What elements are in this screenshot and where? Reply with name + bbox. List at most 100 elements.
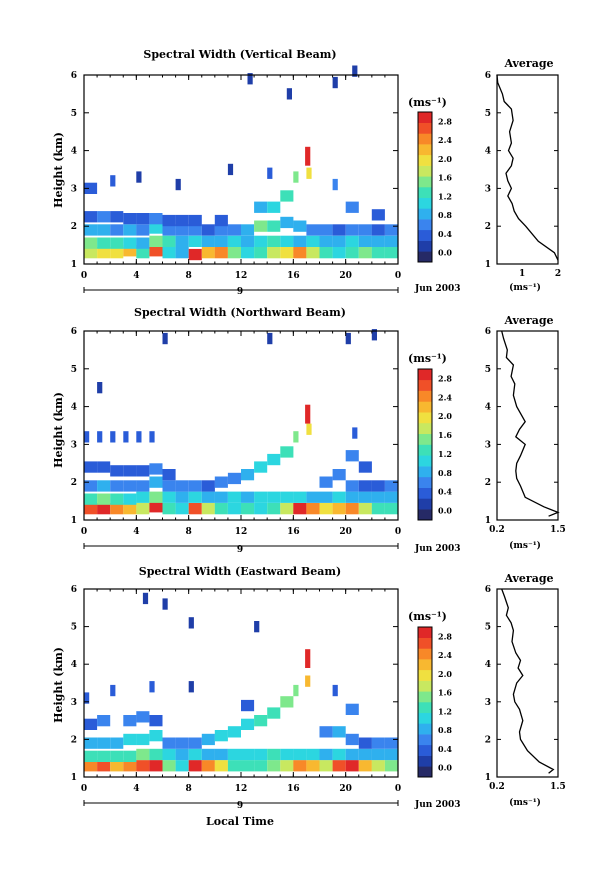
heatmap-cell xyxy=(84,224,98,236)
heatmap-cell xyxy=(293,171,299,183)
heatmap-cell xyxy=(123,431,129,443)
average-y-tick-label: 5 xyxy=(485,109,491,119)
heatmap-cell xyxy=(254,748,268,761)
heatmap-cell xyxy=(332,247,346,259)
heatmap-cell xyxy=(110,175,116,187)
heatmap-cell xyxy=(293,235,307,247)
colorbar-tick-label: 2.8 xyxy=(438,116,452,126)
heatmap-cell xyxy=(371,503,385,515)
colorbar-swatch xyxy=(418,412,432,424)
heatmap-cell xyxy=(293,431,299,443)
heatmap-cell xyxy=(136,733,150,746)
y-tick-label: 4 xyxy=(71,147,77,157)
heatmap-cell xyxy=(162,332,168,345)
heatmap-cell xyxy=(188,248,202,261)
y-tick-label: 1 xyxy=(71,516,77,526)
colorbar-tick-label: 0.4 xyxy=(438,229,452,239)
heatmap-cell xyxy=(371,480,385,492)
colorbar-swatch xyxy=(418,176,432,188)
heatmap-cell xyxy=(123,237,137,249)
heatmap-cell xyxy=(136,480,150,492)
average-y-tick-label: 2 xyxy=(485,735,491,745)
heatmap-cell xyxy=(332,178,338,191)
heatmap-cell xyxy=(241,760,255,772)
heatmap-cell xyxy=(97,431,103,443)
colorbar-tick-label: 2.4 xyxy=(438,650,452,660)
colorbar-swatch xyxy=(418,744,432,756)
heatmap-cell xyxy=(162,224,176,236)
heatmap-cell xyxy=(254,461,268,473)
heatmap-cell xyxy=(286,88,292,100)
average-title: Average xyxy=(503,57,553,70)
colorbar-swatch xyxy=(418,455,432,467)
heatmap-cell xyxy=(97,247,111,259)
colorbar-swatch xyxy=(418,702,432,713)
heatmap-cell xyxy=(267,453,281,466)
heatmap-cell xyxy=(201,235,215,247)
date-label: Jun 2003 xyxy=(414,800,461,810)
heatmap-cell xyxy=(280,491,294,503)
heatmap-cell xyxy=(371,491,385,503)
y-tick-label: 5 xyxy=(71,365,77,375)
heatmap-cell xyxy=(136,711,150,723)
heatmap-cell xyxy=(305,675,311,687)
y-tick-label: 1 xyxy=(71,260,77,270)
x-tick-label: 0 xyxy=(395,527,401,537)
average-x-unit: (ms⁻¹) xyxy=(509,540,541,551)
heatmap-cell xyxy=(136,213,150,225)
colorbar-swatch xyxy=(418,379,432,391)
colorbar-frame xyxy=(417,111,433,263)
heatmap-cell xyxy=(280,235,294,247)
heatmap-cell xyxy=(175,247,189,259)
colorbar-frame xyxy=(417,368,433,521)
x-tick-label: 4 xyxy=(133,784,139,794)
heatmap-cell xyxy=(201,480,215,492)
date-label: Jun 2003 xyxy=(414,284,461,294)
heatmap-cell xyxy=(110,247,124,259)
heatmap-cell xyxy=(267,167,273,179)
heatmap-cell xyxy=(267,748,281,761)
heatmap-cell xyxy=(136,237,150,249)
heatmap-cell xyxy=(175,178,181,191)
heatmap-cell xyxy=(254,235,268,247)
heatmap-cell xyxy=(345,450,359,462)
heatmap-cell xyxy=(293,684,299,697)
heatmap-cell xyxy=(188,214,202,227)
heatmap-cell xyxy=(136,748,150,761)
heatmap-cell xyxy=(305,146,311,166)
colorbar-swatch xyxy=(418,240,432,252)
colorbar-tick-label: 2.0 xyxy=(438,154,452,164)
average-x-tick-label: 0.2 xyxy=(489,782,505,792)
average-y-tick-label: 4 xyxy=(485,147,491,157)
date-label: Jun 2003 xyxy=(414,544,461,554)
y-tick-label: 6 xyxy=(71,71,77,81)
heatmap-cell xyxy=(97,760,111,772)
heatmap-cell xyxy=(188,491,202,503)
heatmap-cell xyxy=(149,245,163,257)
heatmap-cell xyxy=(384,503,398,515)
heatmap-cell xyxy=(306,224,320,236)
heatmap-cell xyxy=(352,65,358,77)
heatmap-cell xyxy=(332,76,338,89)
colorbar-tick-label: 1.2 xyxy=(438,449,452,459)
average-y-tick-label: 4 xyxy=(485,660,491,670)
colorbar-swatch xyxy=(418,766,432,778)
heatmap-cell xyxy=(123,224,137,236)
heatmap-cell xyxy=(201,733,215,746)
heatmap-cell xyxy=(345,235,359,247)
heatmap-cell xyxy=(97,382,103,394)
heatmap-cell xyxy=(162,247,176,259)
heatmap-cell xyxy=(332,469,346,481)
heatmap-cell xyxy=(110,684,116,697)
heatmap-cell xyxy=(162,469,176,481)
average-y-tick-label: 3 xyxy=(485,440,491,450)
heatmap-cell xyxy=(110,760,124,772)
average-y-tick-label: 6 xyxy=(485,327,491,337)
heatmap-cell xyxy=(319,247,333,259)
heatmap-cell xyxy=(123,480,137,492)
y-tick-label: 4 xyxy=(71,403,77,413)
colorbar-tick-label: 1.6 xyxy=(438,688,452,698)
colorbar-swatch xyxy=(418,691,432,703)
heatmap-cell xyxy=(358,235,372,247)
heatmap-cell xyxy=(241,503,255,515)
